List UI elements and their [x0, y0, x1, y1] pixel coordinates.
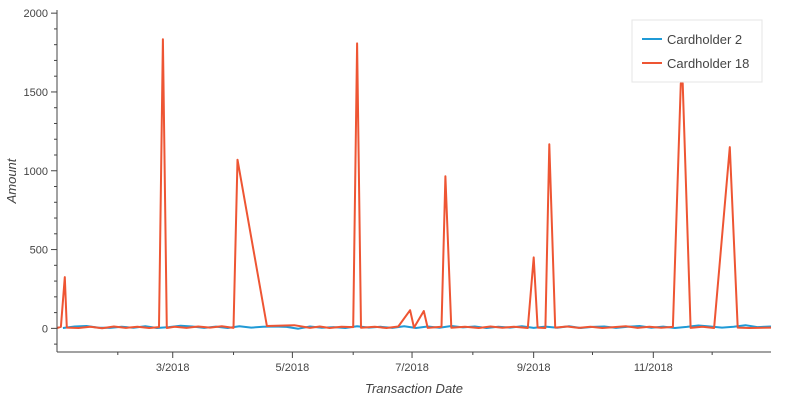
x-tick-label: 7/2018 — [395, 362, 429, 374]
legend-label-cardholder-18: Cardholder 18 — [667, 56, 749, 71]
y-tick-label: 500 — [30, 245, 48, 257]
x-tick-label: 5/2018 — [276, 362, 310, 374]
series-line-cardholder-18 — [56, 38, 772, 330]
x-tick-label: 9/2018 — [517, 362, 551, 374]
x-axis-label: Transaction Date — [365, 381, 463, 396]
y-axis-label: Amount — [4, 157, 19, 204]
x-tick-label: 11/2018 — [634, 362, 673, 374]
x-tick-label: 3/2018 — [156, 362, 190, 374]
y-axis: 0 500 1000 1500 2000 — [24, 8, 58, 352]
x-axis: 3/2018 5/2018 7/2018 9/2018 11/2018 — [57, 351, 771, 374]
y-tick-label: 1500 — [24, 87, 48, 99]
legend-label-cardholder-2: Cardholder 2 — [667, 32, 742, 47]
y-tick-label: 2000 — [24, 8, 48, 20]
legend: Cardholder 2 Cardholder 18 — [631, 19, 763, 83]
series-layer — [56, 38, 772, 330]
y-tick-label: 0 — [42, 323, 48, 335]
legend-box — [631, 19, 763, 83]
y-tick-label: 1000 — [24, 166, 48, 178]
